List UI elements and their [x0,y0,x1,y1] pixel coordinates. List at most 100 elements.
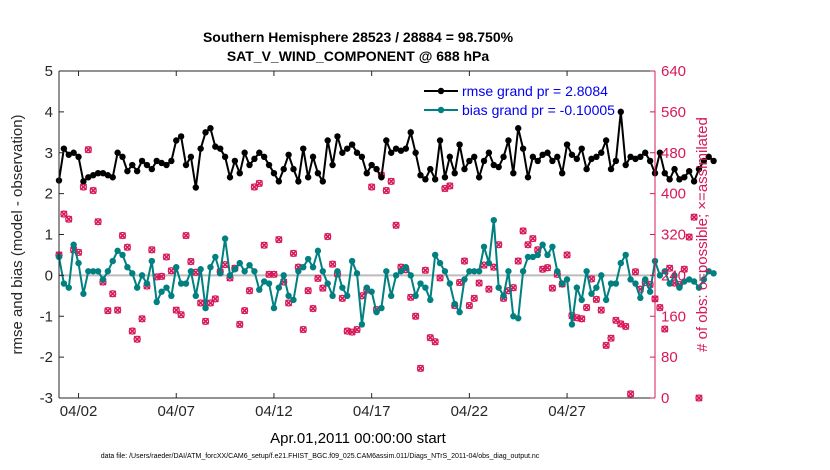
obs-assimilated-marker [490,263,498,271]
y-axis-label-right: # of obs: o=possible; ×=assimilated [694,117,711,352]
rmse-point [187,153,195,161]
rmse-point [700,157,708,165]
bias-point [695,284,703,291]
rmse-point [471,153,478,161]
bias-point [260,278,268,285]
obs-assimilated-marker [695,394,703,402]
bias-point [593,284,600,291]
obs-possible-marker [387,177,395,186]
obs-assimilated-marker [465,301,473,310]
plot-area [59,71,655,398]
obs-assimilated-marker [182,231,190,240]
rmse-point [236,169,243,177]
obs-possible-marker [265,270,273,279]
obs-assimilated-marker [368,183,376,191]
bias-point [304,255,312,263]
rmse-point [124,167,131,175]
rmse-point [217,145,224,152]
bias-point [529,253,537,261]
obs-assimilated-marker [539,265,547,273]
x-tick-label: 04/22 [451,403,489,420]
obs-assimilated-marker [421,266,429,274]
rmse-point [661,169,668,177]
obs-assimilated-marker [94,218,102,226]
obs-assimilated-marker [485,285,493,293]
bias-point [568,321,576,328]
rmse-point [114,149,121,156]
obs-assimilated-marker [289,249,298,257]
obs-possible-marker [177,311,185,319]
bias-point [143,280,151,287]
bias-point [392,272,400,279]
rmse-point [119,153,126,161]
obs-assimilated-marker [304,287,312,295]
rmse-point [627,153,634,161]
obs-possible-marker [270,270,278,279]
rmse-point [129,161,136,169]
bias-point [124,264,131,271]
bias-point [402,264,410,271]
bias-point [246,261,253,269]
rmse-point [466,157,473,165]
plot-background [59,71,655,398]
bias-point [119,251,126,259]
bias-point [148,257,156,265]
bias-point [285,292,292,300]
bias-point [656,272,664,279]
obs-possible-marker [602,341,610,350]
rmse-point [549,157,556,165]
bias-point [475,268,483,275]
bias-point [158,288,165,295]
rmse-point [309,153,317,161]
rmse-point [348,141,356,148]
obs-assimilated-marker [245,287,254,295]
obs-possible-marker [245,287,254,295]
rmse-point [671,165,678,173]
obs-possible-marker [563,251,571,259]
y-axis-label-left: rmse and bias (model - observation) [9,114,26,354]
bias-point [324,280,331,287]
rmse-point [148,165,156,173]
y-tick-label-right: 640 [661,63,686,80]
rmse-point [295,178,302,185]
obs-possible-marker [626,390,635,398]
rmse-point [534,157,541,165]
rmse-point [143,161,151,169]
rmse-point [251,155,258,163]
bias-point [602,296,610,304]
bias-point [256,286,263,293]
obs-assimilated-marker [680,265,688,273]
obs-possible-marker [138,315,146,323]
obs-possible-marker [109,290,117,298]
bias-point [251,268,258,275]
bias-point [676,284,683,291]
bias-point [583,268,590,275]
rmse-point [441,174,449,181]
bias-point [515,315,522,322]
obs-assimilated-marker [309,305,317,313]
y-tick-label-left: 3 [45,145,53,162]
obs-assimilated-marker [314,274,322,283]
obs-possible-marker [582,303,591,312]
bias-point [168,292,175,300]
obs-assimilated-marker [348,328,356,336]
obs-possible-marker [104,306,112,315]
obs-assimilated-marker [241,307,249,315]
bias-point [646,288,654,295]
obs-possible-marker [65,215,73,223]
bias-point [309,264,317,271]
rmse-point [202,129,209,136]
obs-possible-marker [421,266,430,274]
chart-title-line1: Southern Hemisphere 28523 / 28884 = 98.7… [203,29,514,45]
obs-possible-marker [187,257,195,266]
obs-assimilated-marker [89,186,97,195]
obs-assimilated-marker [548,284,556,292]
rmse-point [397,147,405,154]
obs-possible-marker [368,183,376,191]
obs-possible-marker [128,327,136,335]
bias-point [485,259,493,267]
rmse-point [89,172,97,179]
obs-assimilated-marker [324,232,332,241]
obs-possible-marker [465,301,474,310]
obs-possible-marker [113,306,122,314]
